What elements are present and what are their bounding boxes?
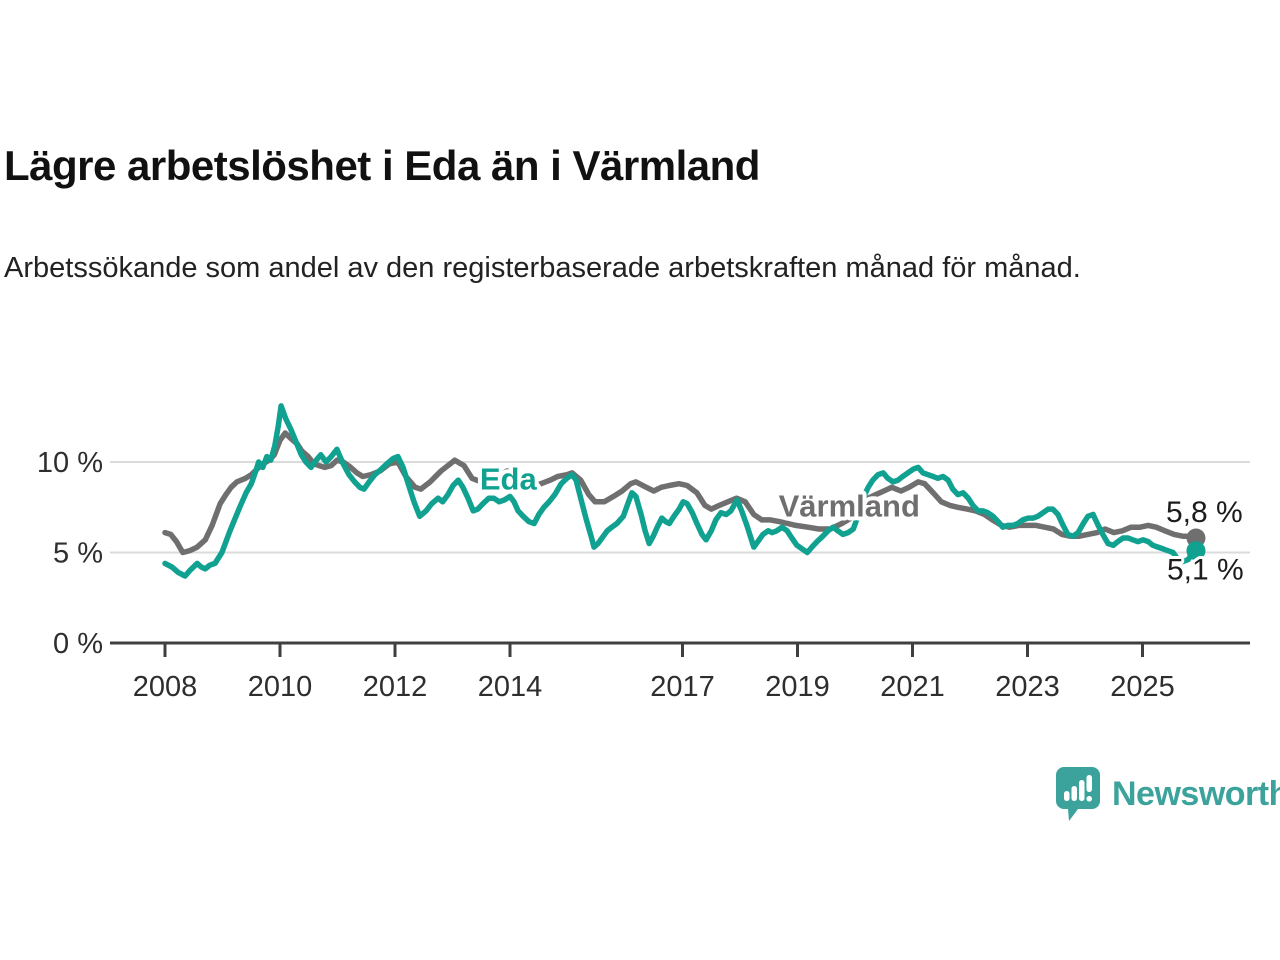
- newsworthy-logo-icon: [1056, 767, 1100, 821]
- y-axis-label: 0 %: [53, 628, 103, 660]
- x-axis-label-2014: 2014: [478, 671, 543, 703]
- x-axis-label-2025: 2025: [1110, 671, 1175, 703]
- chart-subtitle: Arbetssökande som andel av den registerb…: [4, 252, 1081, 284]
- x-axis-label-2008: 2008: [133, 671, 198, 703]
- end-value-label-varmland: 5,8 %: [1166, 496, 1243, 529]
- series-line-varmland: [162, 430, 1199, 556]
- x-axis-label-2019: 2019: [765, 671, 830, 703]
- end-dot-varmland: [1186, 528, 1206, 548]
- series-label-varmland: Värmland: [779, 488, 920, 523]
- x-axis-label-2012: 2012: [363, 671, 428, 703]
- brand-footer: Newsworthy: [1055, 766, 1280, 822]
- x-axis-label-2023: 2023: [995, 671, 1060, 703]
- x-axis-label-2021: 2021: [880, 671, 945, 703]
- x-axis-label-2017: 2017: [650, 671, 715, 703]
- series-label-eda: Eda: [480, 461, 538, 496]
- brand-name: Newsworthy: [1112, 774, 1280, 813]
- end-dot-eda: [1186, 541, 1206, 561]
- end-value-label-eda: 5,1 %: [1167, 554, 1244, 587]
- series-line-eda: [162, 403, 1199, 579]
- chart-title: Lägre arbetslöshet i Eda än i Värmland: [4, 142, 760, 189]
- y-axis-label: 10 %: [37, 447, 103, 479]
- y-axis-label: 5 %: [53, 538, 103, 570]
- x-axis-label-2010: 2010: [248, 671, 313, 703]
